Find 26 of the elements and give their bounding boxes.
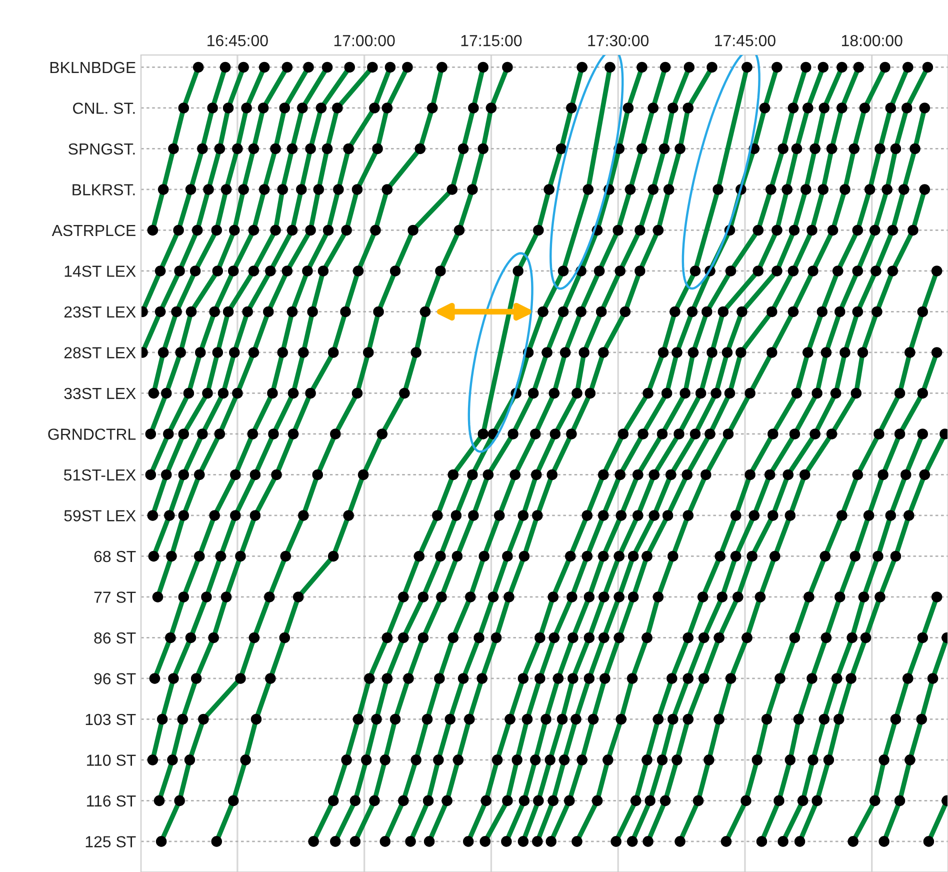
x-tick-label: 16:45:00 — [208, 34, 268, 46]
y-tick-label: 86 ST — [94, 632, 136, 644]
y-tick-label: 14ST LEX — [64, 266, 136, 277]
x-tick-label: 18:00:00 — [842, 34, 902, 46]
y-tick-label: 59ST LEX — [64, 510, 136, 522]
x-tick-label: 17:15:00 — [461, 34, 522, 46]
y-tick-label: 110 ST — [87, 754, 136, 766]
y-tick-label: 96 ST — [94, 673, 136, 684]
x-tick-label: 17:45:00 — [715, 34, 776, 46]
y-tick-label: SPNGST. — [68, 143, 135, 155]
x-tick-label: 17:30:00 — [588, 34, 649, 46]
y-tick-label: 51ST-LEX — [64, 469, 136, 481]
y-tick-label: BKLNBDGE — [50, 62, 136, 74]
y-tick-label: 28ST LEX — [64, 347, 136, 358]
y-tick-label: CNL. ST. — [73, 102, 135, 114]
y-tick-label: GRNDCTRL — [48, 428, 136, 440]
x-tick-label: 17:00:00 — [334, 34, 395, 46]
y-tick-label: 116 ST — [87, 795, 136, 807]
y-tick-label: BLKRST. — [72, 184, 135, 196]
y-tick-label: ASTRPLCE — [52, 224, 136, 236]
y-tick-label: 125 ST — [86, 836, 136, 848]
y-tick-label: 68 ST — [94, 550, 136, 562]
y-tick-label: 77 ST — [94, 592, 136, 603]
y-tick-label: 23ST LEX — [64, 306, 136, 318]
y-tick-label: 103 ST — [86, 714, 136, 726]
y-tick-label: 33ST LEX — [64, 388, 136, 400]
